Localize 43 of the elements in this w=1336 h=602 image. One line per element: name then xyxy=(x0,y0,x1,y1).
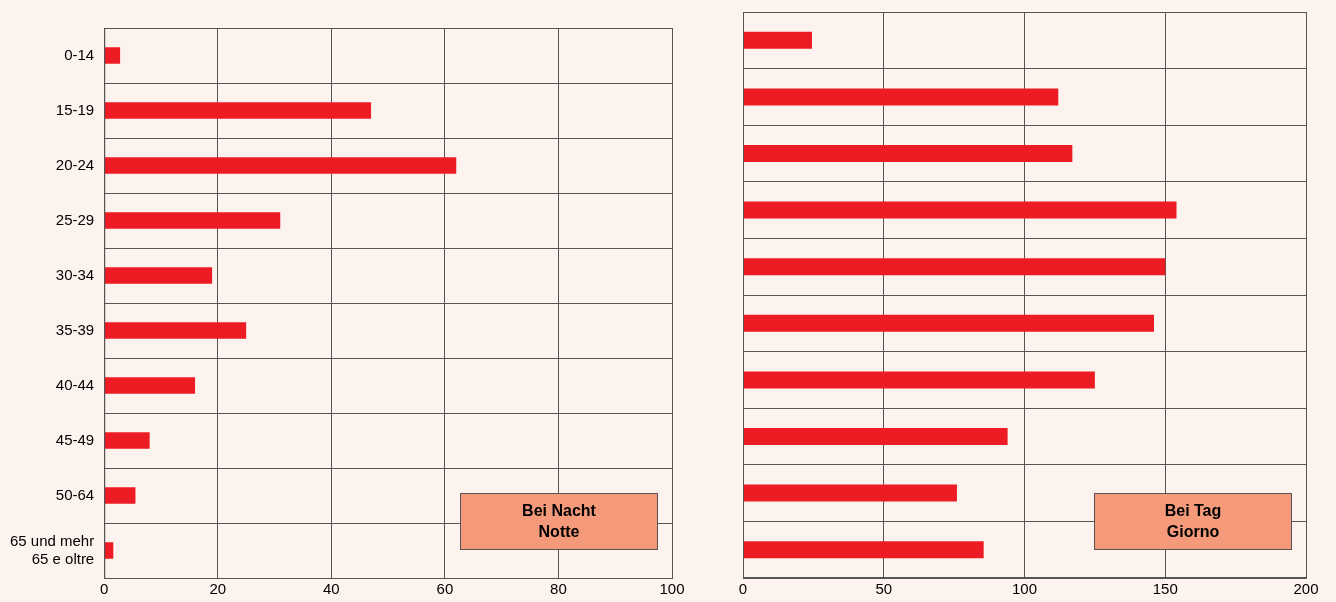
bar xyxy=(743,88,1059,106)
x-tick-label: 200 xyxy=(1293,580,1319,598)
bar xyxy=(104,267,213,284)
bar xyxy=(104,47,121,64)
bar xyxy=(743,371,1095,389)
bar xyxy=(743,201,1177,219)
y-tick-label: 40-44 xyxy=(55,375,95,393)
bar xyxy=(743,314,1154,332)
x-tick-label: 100 xyxy=(659,580,685,598)
x-tick-label: 150 xyxy=(1152,580,1178,598)
label-box: Bei Nacht Notte xyxy=(460,493,658,550)
y-tick-label: 45-49 xyxy=(55,430,95,448)
label-box: Bei Tag Giorno xyxy=(1094,493,1292,550)
x-tick-label: 60 xyxy=(436,580,454,598)
x-tick-label: 0 xyxy=(738,580,748,598)
bar xyxy=(743,258,1166,276)
y-tick-label: 20-24 xyxy=(55,155,95,173)
y-tick-label: 50-64 xyxy=(55,485,95,503)
x-tick-label: 0 xyxy=(100,580,109,598)
bar xyxy=(104,157,457,174)
y-tick-label: 65 und mehr 65 e oltre xyxy=(9,531,95,567)
bar xyxy=(743,31,812,49)
x-tick-label: 50 xyxy=(875,580,893,598)
x-tick-label: 80 xyxy=(550,580,567,598)
bar xyxy=(104,212,281,229)
bar xyxy=(743,541,984,559)
bar xyxy=(104,487,136,504)
bar xyxy=(743,145,1073,162)
y-tick-label: 15-19 xyxy=(55,100,95,118)
bar xyxy=(743,484,957,502)
bar xyxy=(743,428,1008,445)
x-tick-label: 20 xyxy=(209,580,227,598)
y-tick-label: 0-14 xyxy=(64,45,95,63)
x-tick-label: 100 xyxy=(1011,580,1038,598)
bar xyxy=(104,102,372,119)
y-tick-label: 35-39 xyxy=(55,320,95,338)
x-tick-label: 40 xyxy=(322,580,340,598)
bar xyxy=(104,322,247,339)
bar xyxy=(104,432,150,449)
y-tick-label: 30-34 xyxy=(55,265,95,283)
bar xyxy=(104,377,196,394)
bar xyxy=(104,542,114,559)
y-tick-label: 25-29 xyxy=(55,210,95,228)
